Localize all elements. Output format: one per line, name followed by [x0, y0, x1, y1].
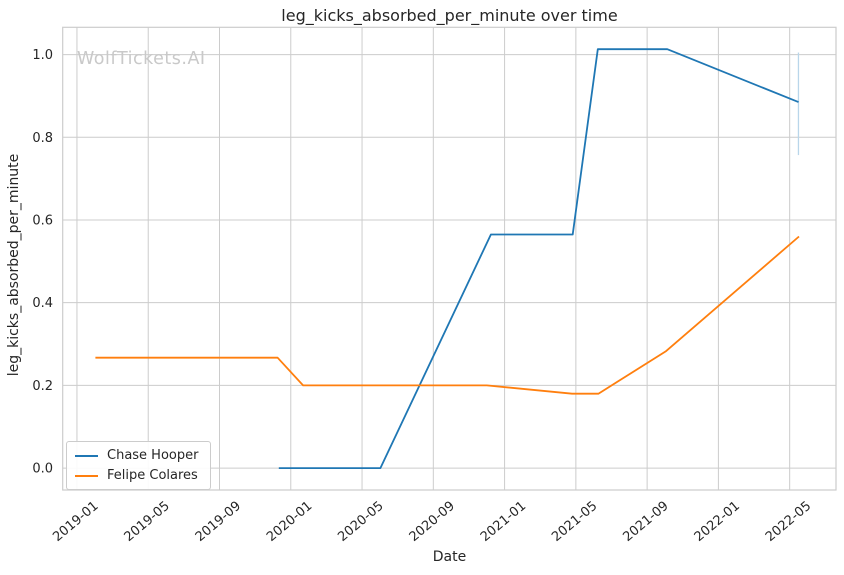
legend-line-swatch-orange: [75, 474, 98, 477]
legend-item-chase-hooper: Chase Hooper: [75, 448, 198, 463]
x-tick-label: 2020-01: [264, 499, 315, 545]
x-axis-label: Date: [432, 549, 467, 565]
plot-border: [62, 26, 837, 491]
y-tick-label: 0.2: [32, 379, 53, 394]
watermark-text: WolfTickets.AI: [77, 49, 206, 69]
x-tick-label: 2021-05: [549, 499, 600, 545]
x-tick-label: 2022-01: [692, 499, 743, 545]
legend-line-swatch-blue: [75, 454, 98, 457]
x-tick-label: 2019-05: [122, 499, 173, 545]
x-tick-label: 2022-05: [763, 499, 814, 545]
y-tick-label: 0.8: [32, 131, 53, 146]
series-line-chase-hooper: [278, 48, 799, 470]
legend: Chase Hooper Felipe Colares: [66, 441, 212, 490]
legend-label-felipe-colares: Felipe Colares: [107, 468, 198, 483]
x-tick-label: 2020-05: [335, 499, 386, 545]
y-axis-label: leg_kicks_absorbed_per_minute: [6, 153, 22, 377]
x-tick-label: 2021-01: [478, 499, 529, 545]
legend-item-felipe-colares: Felipe Colares: [75, 468, 198, 483]
x-tick-label: 2020-09: [407, 499, 458, 545]
x-tick-label: 2019-01: [50, 499, 101, 545]
x-tick-label: 2021-09: [620, 499, 671, 545]
y-tick-label: 0.4: [32, 296, 53, 311]
chart-title: leg_kicks_absorbed_per_minute over time: [281, 6, 618, 25]
x-tick-label: 2019-09: [193, 499, 244, 545]
y-tick-label: 0.0: [32, 462, 53, 477]
legend-label-chase-hooper: Chase Hooper: [107, 448, 199, 463]
series-line-felipe-colares: [95, 235, 800, 395]
y-tick-label: 1.0: [32, 48, 53, 63]
y-tick-label: 0.6: [32, 213, 53, 228]
